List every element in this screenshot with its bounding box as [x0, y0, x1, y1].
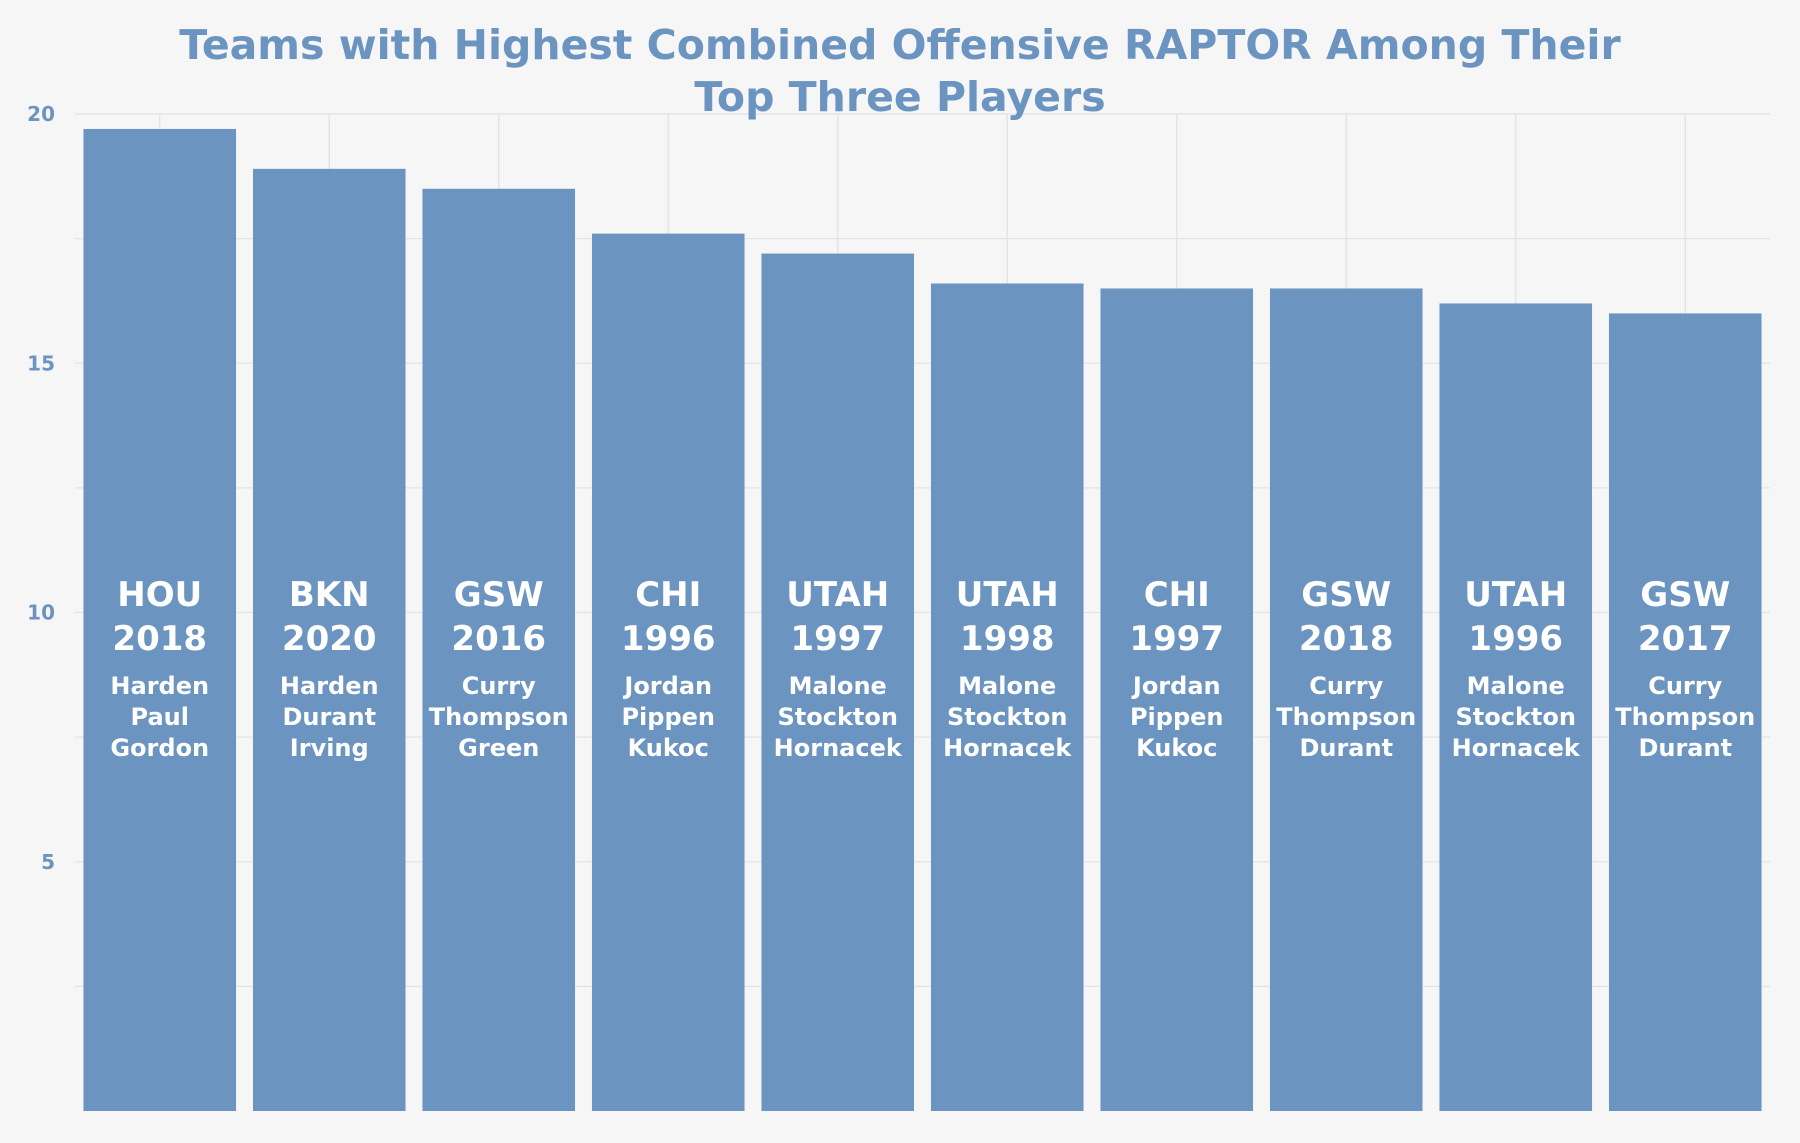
- bar-player-label: Malone: [958, 672, 1056, 700]
- bar-player-label: Stockton: [778, 703, 898, 731]
- bar-year-label: 1997: [790, 619, 885, 659]
- bar-player-label: Irving: [290, 734, 369, 762]
- bar-team-label: GSW: [1301, 575, 1391, 615]
- bar-year-label: 1996: [621, 619, 716, 659]
- bar-player-label: Durant: [282, 703, 376, 731]
- bar-player-label: Gordon: [110, 734, 209, 762]
- bar-player-label: Pippen: [621, 703, 715, 731]
- bar-player-label: Malone: [789, 672, 887, 700]
- bar: [252, 168, 406, 1111]
- bar-player-label: Malone: [1467, 672, 1565, 700]
- bar-team-label: CHI: [1144, 575, 1210, 615]
- bar-player-label: Stockton: [1456, 703, 1576, 731]
- bar-team-label: UTAH: [1464, 575, 1567, 615]
- bar-player-label: Green: [458, 734, 539, 762]
- bar-year-label: 2017: [1638, 619, 1733, 659]
- bar-player-label: Thompson: [429, 703, 569, 731]
- bar-team-label: GSW: [1640, 575, 1730, 615]
- bar-year-label: 2020: [282, 619, 377, 659]
- bar-player-label: Kukoc: [628, 734, 709, 762]
- bar-player-label: Kukoc: [1136, 734, 1217, 762]
- bar-player-label: Paul: [131, 703, 189, 731]
- bar-year-label: 1996: [1468, 619, 1563, 659]
- bar-team-label: CHI: [635, 575, 701, 615]
- bar-player-label: Hornacek: [943, 734, 1072, 762]
- y-tick-label: 15: [27, 351, 55, 375]
- bar: [1100, 288, 1254, 1112]
- bars: HOU2018HardenPaulGordonBKN2020HardenDura…: [83, 128, 1762, 1112]
- bar: [422, 188, 576, 1111]
- bar-year-label: 2018: [1299, 619, 1394, 659]
- bar-player-label: Thompson: [1615, 703, 1755, 731]
- bar-player-label: Curry: [462, 672, 536, 700]
- bar-player-label: Hornacek: [1452, 734, 1581, 762]
- bar-team-label: UTAH: [786, 575, 889, 615]
- y-tick-label: 10: [27, 601, 55, 625]
- bar-player-label: Hornacek: [774, 734, 903, 762]
- bar-year-label: 2018: [112, 619, 207, 659]
- bar-year-label: 1997: [1129, 619, 1224, 659]
- y-tick-label: 5: [41, 850, 55, 874]
- bar: [930, 283, 1084, 1111]
- bar-player-label: Jordan: [1131, 672, 1221, 700]
- bar-year-label: 1998: [960, 619, 1055, 659]
- bar-team-label: BKN: [289, 575, 370, 615]
- bar-team-label: UTAH: [956, 575, 1059, 615]
- y-tick-label: 20: [27, 102, 55, 126]
- chart-title-line-1: Teams with Highest Combined Offensive RA…: [179, 21, 1621, 69]
- bar: [761, 253, 915, 1111]
- bar-player-label: Curry: [1309, 672, 1383, 700]
- bar-player-label: Harden: [280, 672, 379, 700]
- bar: [1269, 288, 1423, 1112]
- bar-player-label: Jordan: [622, 672, 712, 700]
- y-axis-ticks: 5 10 15 20: [27, 102, 55, 874]
- bar-year-label: 2016: [451, 619, 546, 659]
- bar-team-label: GSW: [454, 575, 544, 615]
- bar-player-label: Thompson: [1276, 703, 1416, 731]
- bar-player-label: Durant: [1638, 734, 1732, 762]
- bar: [591, 233, 745, 1111]
- bar: [1439, 303, 1593, 1111]
- bar-player-label: Curry: [1648, 672, 1722, 700]
- bar: [1608, 313, 1762, 1111]
- bar-player-label: Stockton: [947, 703, 1067, 731]
- chart-title-line-2: Top Three Players: [694, 73, 1105, 121]
- bar-player-label: Durant: [1299, 734, 1393, 762]
- bar: [83, 128, 237, 1111]
- bar-player-label: Pippen: [1130, 703, 1224, 731]
- bar-player-label: Harden: [110, 672, 209, 700]
- bar-team-label: HOU: [117, 575, 202, 615]
